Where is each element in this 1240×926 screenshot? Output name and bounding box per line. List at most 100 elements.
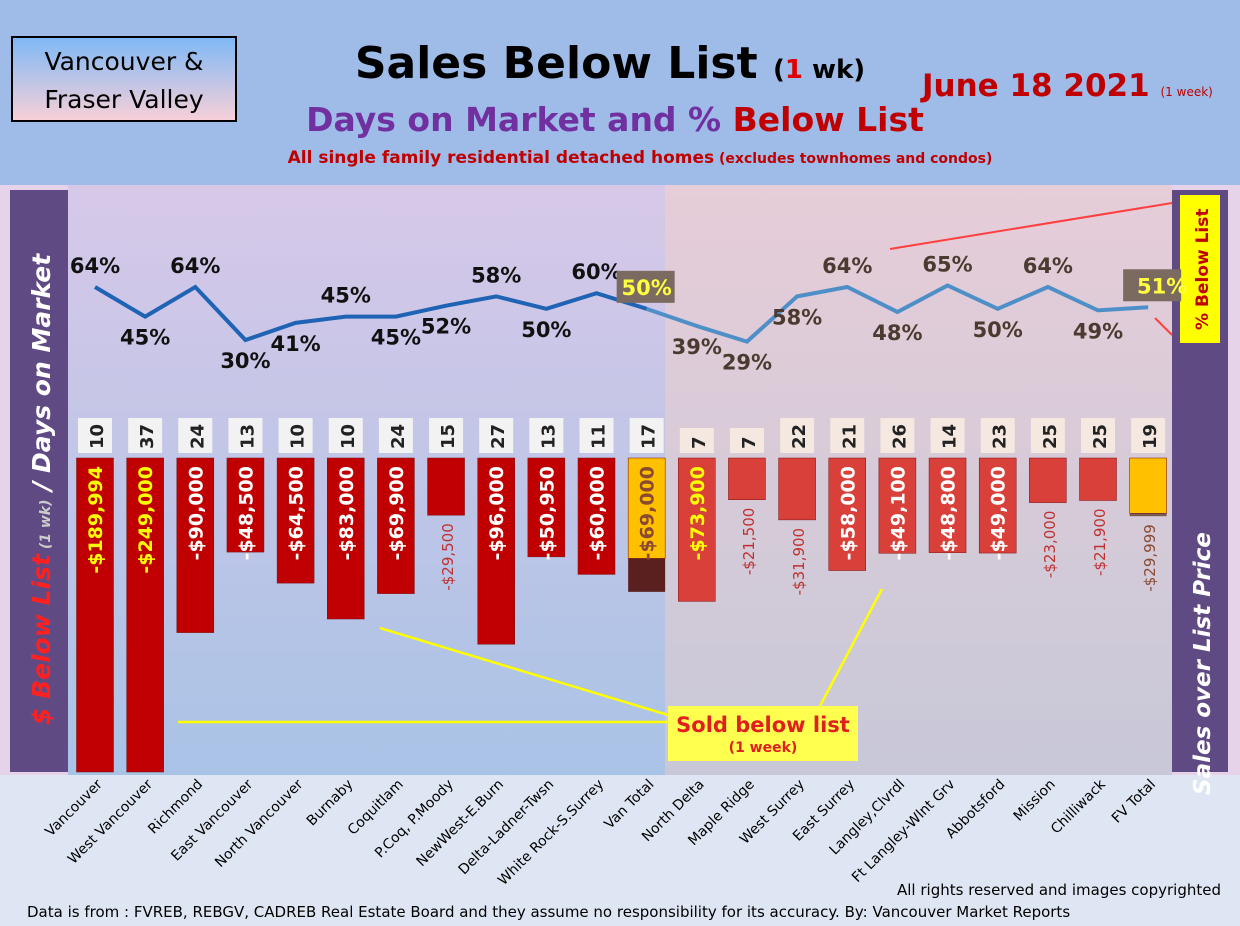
pct-label: 65%: [922, 252, 972, 276]
days-box: [328, 418, 363, 453]
days-box: [479, 418, 514, 453]
pct-label: 45%: [321, 284, 371, 308]
annotation-arrow: [818, 588, 884, 707]
category-label: West Vancouver: [65, 776, 156, 867]
pct-line-fraser-valley: [646, 283, 1149, 344]
days-label: 11: [589, 424, 610, 449]
days-box: [780, 418, 815, 453]
pct-label: 51%: [1137, 274, 1187, 298]
pct-label: 50%: [521, 318, 571, 342]
pct-line-vancouver: [93, 284, 648, 343]
legend-arrow: [889, 202, 1173, 250]
days-label: 27: [488, 424, 509, 449]
bar-van-total: [627, 457, 666, 559]
days-label: 25: [1040, 424, 1061, 449]
bar-mission: [1029, 457, 1067, 503]
category-label: FV Total: [1109, 777, 1159, 827]
bar-delta-ladner-twsn: [527, 457, 566, 558]
days-box: [178, 418, 213, 453]
days-label: 17: [639, 424, 660, 449]
pct-label: 41%: [270, 332, 320, 356]
category-label: Burnaby: [304, 777, 357, 830]
pct-label: 50%: [622, 276, 672, 300]
days-box: [629, 418, 664, 453]
pct-label: 39%: [672, 335, 722, 359]
days-label: 13: [237, 424, 258, 449]
right-axis-label: Sales over List Price: [1190, 532, 1216, 795]
days-label: 26: [889, 424, 910, 449]
bar-burnaby: [327, 457, 365, 620]
copyright: All rights reserved and images copyright…: [897, 881, 1221, 899]
bar-p-coq-p-moody: [427, 457, 465, 516]
dollar-label: -$50,950: [536, 466, 558, 560]
right-legend-box: [1180, 195, 1220, 343]
days-box: [529, 418, 564, 453]
days-box: [228, 418, 263, 453]
annotation-box: [668, 706, 858, 761]
bar-newwest-e-burn: [477, 457, 515, 645]
days-label: 13: [538, 424, 559, 449]
bar-abbotsford: [978, 457, 1017, 554]
pct-label: 50%: [973, 318, 1023, 342]
bar-white-rock-s-surrey: [577, 457, 616, 575]
dollar-label: -$23,000: [1041, 511, 1059, 578]
subtitle: Days on Market and % Below List: [306, 100, 924, 139]
days-label: 15: [438, 424, 459, 449]
pct-label: 58%: [772, 305, 822, 329]
pct-label: 45%: [120, 326, 170, 350]
pct-label: 30%: [220, 349, 270, 373]
days-box: [980, 418, 1015, 453]
bar-richmond: [176, 457, 215, 633]
dollar-label: -$64,500: [286, 466, 308, 560]
days-label: 23: [990, 424, 1011, 449]
days-label: 10: [288, 424, 309, 449]
days-label: 37: [137, 424, 158, 449]
days-label: 24: [388, 424, 409, 449]
logo-line: Fraser Valley: [44, 85, 204, 114]
days-label: 10: [338, 424, 359, 449]
bar-chilliwack: [1079, 457, 1117, 501]
days-label: 22: [789, 424, 810, 449]
pct-label: 48%: [872, 321, 922, 345]
dollar-label: -$21,500: [740, 508, 758, 575]
dollar-label: -$29,500: [439, 523, 457, 590]
days-label: 7: [739, 436, 760, 449]
dollar-label: -$83,000: [336, 466, 358, 560]
bar-maple-ridge: [728, 457, 766, 500]
dollar-label: -$189,994: [85, 466, 107, 574]
days-box: [880, 418, 915, 453]
annotation-arrow: [379, 626, 669, 717]
days-label: 7: [689, 436, 710, 449]
pct-label: 64%: [822, 254, 872, 278]
left-axis-panel: [10, 190, 68, 772]
right-legend-text: % Below List: [1193, 209, 1213, 330]
category-label: Delta-Ladner-Twsn: [456, 777, 558, 879]
days-label: 10: [87, 424, 108, 449]
pct-label: 58%: [471, 263, 521, 287]
total-pct-box: [616, 270, 675, 303]
logo-line: Vancouver &: [44, 47, 204, 76]
category-label: North Vancouver: [212, 776, 306, 870]
chart-title: Sales Below List (1 wk): [354, 38, 866, 89]
left-axis-label: $ Below List (1 wk) / Days on Market: [27, 253, 56, 725]
annotation-text: Sold below list: [676, 713, 850, 737]
dollar-label: -$48,500: [235, 466, 257, 560]
dollar-label: -$249,000: [135, 466, 157, 574]
total-pct-box: [1123, 269, 1182, 302]
bar-coquitlam: [377, 457, 415, 594]
bar-langley-clvrdl: [878, 457, 917, 554]
vancouver-region-bg: [68, 185, 665, 775]
dollar-label: -$69,000: [637, 466, 659, 560]
days-box: [930, 418, 965, 453]
legend-arrow: [1154, 317, 1173, 336]
pct-label: 60%: [571, 260, 621, 284]
bar-ft-langley-wlnt-grv: [928, 457, 967, 553]
days-label: 24: [187, 424, 208, 449]
dollar-label: -$49,000: [988, 466, 1010, 560]
days-label: 14: [940, 424, 961, 449]
dollar-label: -$48,800: [938, 466, 960, 560]
days-box: [128, 418, 163, 453]
annotation-subtext: (1 week): [729, 740, 798, 756]
category-label: Chilliwack: [1048, 776, 1109, 837]
source-note: Data is from : FVREB, REBGV, CADREB Real…: [27, 903, 1071, 921]
